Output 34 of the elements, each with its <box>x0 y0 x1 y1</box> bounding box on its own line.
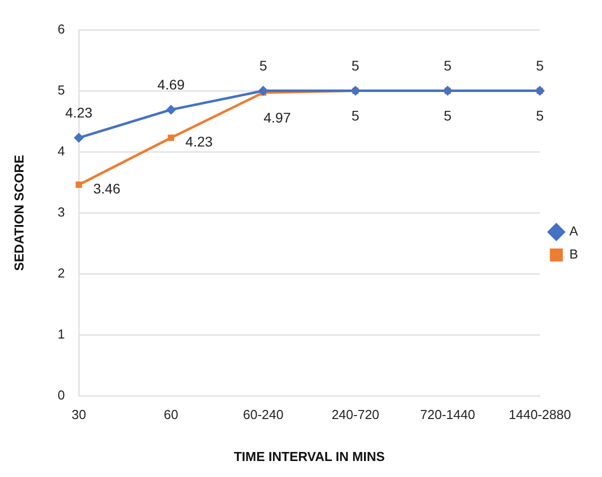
x-tick-label: 240-720 <box>332 407 380 422</box>
y-tick-label: 2 <box>58 265 65 280</box>
y-tick-label: 4 <box>58 143 65 158</box>
point <box>166 104 176 115</box>
data-label: 3.46 <box>93 180 121 197</box>
point <box>168 134 174 141</box>
data-label: 5 <box>444 58 452 74</box>
data-label: 5 <box>536 108 544 124</box>
legend-label: B <box>569 246 578 262</box>
data-label: 4.97 <box>264 109 292 126</box>
y-tick-label: 0 <box>58 387 65 402</box>
data-label: 5 <box>352 58 360 74</box>
data-label: 5 <box>352 108 360 124</box>
x-tick-label: 30 <box>72 407 86 422</box>
x-tick-label: 720-1440 <box>420 407 476 422</box>
y-tick-label: 1 <box>58 326 65 342</box>
x-tick-label: 60-240 <box>242 407 284 422</box>
data-label: 5 <box>259 58 268 74</box>
data-label: 4.23 <box>65 104 93 121</box>
data-label: 5 <box>536 58 544 74</box>
y-axis-title: SEDATION SCORE <box>11 154 26 271</box>
x-tick-label: 1440-2880 <box>508 407 571 422</box>
data-label: 4.69 <box>157 76 185 93</box>
y-tick-label: 5 <box>58 82 65 98</box>
x-tick-label: 60 <box>164 407 178 422</box>
y-tick-label: 3 <box>58 204 65 220</box>
point <box>76 182 82 188</box>
x-axis-title: TIME INTERVAL IN MINS <box>234 448 386 464</box>
data-label: 4.23 <box>185 134 213 150</box>
data-label: 5 <box>444 108 452 124</box>
legend-label: A <box>569 224 578 239</box>
point <box>74 132 84 143</box>
point <box>258 86 268 96</box>
y-tick-label: 6 <box>58 21 65 36</box>
